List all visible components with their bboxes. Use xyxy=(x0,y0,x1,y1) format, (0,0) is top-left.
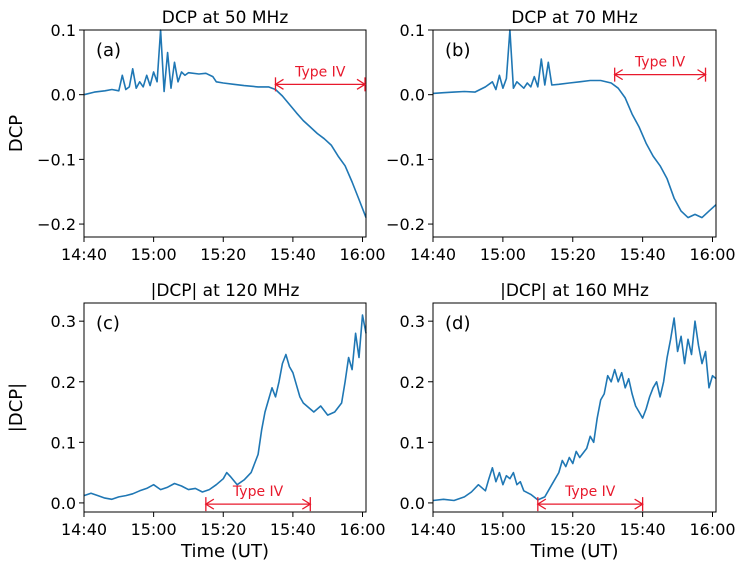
y-tick-label: 0.0 xyxy=(51,494,76,513)
x-tick-label: 15:20 xyxy=(550,245,596,264)
panel-c: 14:40 15:00 15:20 15:40 16:00 0.0 0.1 0.2 0.3 |DC… xyxy=(6,281,386,562)
y-tick-label: −0.1 xyxy=(37,150,76,169)
x-tick-label: 15:40 xyxy=(620,520,666,539)
x-axis-label: Time (UT) xyxy=(180,541,269,562)
type-iv-annotation: Type IV xyxy=(204,484,312,512)
annotation-label: Type IV xyxy=(294,64,346,80)
y-tick-label: 0.3 xyxy=(51,312,76,331)
y-tick-label: 0.1 xyxy=(51,21,76,40)
x-tick-label: 15:20 xyxy=(200,520,246,539)
annotation-arrowhead-left xyxy=(274,78,284,90)
panel-label: (c) xyxy=(96,313,120,334)
plot-frame xyxy=(432,29,717,238)
x-axis-label: Time (UT) xyxy=(530,541,619,562)
y-tick-label: 0.2 xyxy=(400,373,425,392)
x-tick-label: 14:40 xyxy=(61,520,107,539)
panel-a: 14:40 15:00 15:20 15:40 16:00 0.1 0.0 −0.1 −0.2 D… xyxy=(6,8,386,264)
x-tick-label: 16:00 xyxy=(339,245,385,264)
x-tick-label: 14:40 xyxy=(61,245,107,264)
y-tick-label: 0.0 xyxy=(400,86,425,105)
annotation-arrowhead-left xyxy=(536,498,547,510)
x-tick-label: 15:40 xyxy=(620,245,666,264)
x-tick-label: 15:00 xyxy=(131,520,177,539)
x-tick-label: 16:00 xyxy=(689,520,735,539)
panel-b: 14:40 15:00 15:20 15:40 16:00 0.1 0.0 −0.1 −0.2 D… xyxy=(386,8,735,264)
y-tick-label: 0.0 xyxy=(400,494,425,513)
x-tick-label: 14:40 xyxy=(410,245,456,264)
y-tick-label: 0.1 xyxy=(400,21,425,40)
x-tick-label: 15:00 xyxy=(131,245,177,264)
x-tick-label: 14:40 xyxy=(410,520,456,539)
series-line-c xyxy=(83,314,367,501)
plot-frame xyxy=(83,29,367,238)
annotation-label: Type IV xyxy=(634,55,686,71)
panel-label: (a) xyxy=(96,40,121,61)
annotation-arrowhead-right xyxy=(301,498,312,510)
y-tick-label: 0.1 xyxy=(400,433,425,452)
x-tick-label: 15:00 xyxy=(480,520,526,539)
plot-frame xyxy=(83,302,367,513)
series-line-b xyxy=(432,29,717,219)
y-axis-label: |DCP| xyxy=(6,383,27,432)
plot-frame xyxy=(432,302,717,513)
annotation-arrowhead-left xyxy=(613,69,624,81)
y-tick-label: 0.2 xyxy=(51,373,76,392)
series-line-d xyxy=(432,317,717,502)
x-tick-label: 16:00 xyxy=(689,245,735,264)
x-tick-label: 16:00 xyxy=(339,520,385,539)
panel-title: DCP at 50 MHz xyxy=(162,8,289,28)
panel-title: DCP at 70 MHz xyxy=(511,8,638,28)
annotation-label: Type IV xyxy=(564,484,616,500)
y-axis-label: DCP xyxy=(6,115,27,152)
x-tick-label: 15:40 xyxy=(270,245,316,264)
y-tick-label: −0.1 xyxy=(386,150,425,169)
panel-label: (d) xyxy=(445,313,470,334)
y-tick-label: −0.2 xyxy=(386,215,425,234)
x-tick-label: 15:20 xyxy=(200,245,246,264)
series-line-a xyxy=(83,29,367,218)
panel-label: (b) xyxy=(445,40,470,61)
annotation-arrowhead-left xyxy=(204,498,215,510)
y-tick-label: −0.2 xyxy=(37,215,76,234)
panel-title: |DCP| at 160 MHz xyxy=(500,281,649,301)
type-iv-annotation: Type IV xyxy=(274,64,367,92)
panel-title: |DCP| at 120 MHz xyxy=(151,281,300,301)
annotation-arrowhead-right xyxy=(634,498,644,510)
x-tick-label: 15:40 xyxy=(270,520,316,539)
y-tick-label: 0.3 xyxy=(400,312,425,331)
x-tick-label: 15:20 xyxy=(550,520,596,539)
y-tick-label: 0.1 xyxy=(51,433,76,452)
annotation-arrowhead-right xyxy=(356,78,367,90)
annotation-arrowhead-right xyxy=(697,69,707,81)
x-tick-label: 15:00 xyxy=(480,245,526,264)
type-iv-annotation: Type IV xyxy=(536,484,644,512)
annotation-label: Type IV xyxy=(232,484,284,500)
type-iv-annotation: Type IV xyxy=(613,55,707,82)
panel-d: 14:40 15:00 15:20 15:40 16:00 0.0 0.1 0.2 0.3 |DC… xyxy=(400,281,736,562)
y-tick-label: 0.0 xyxy=(51,86,76,105)
